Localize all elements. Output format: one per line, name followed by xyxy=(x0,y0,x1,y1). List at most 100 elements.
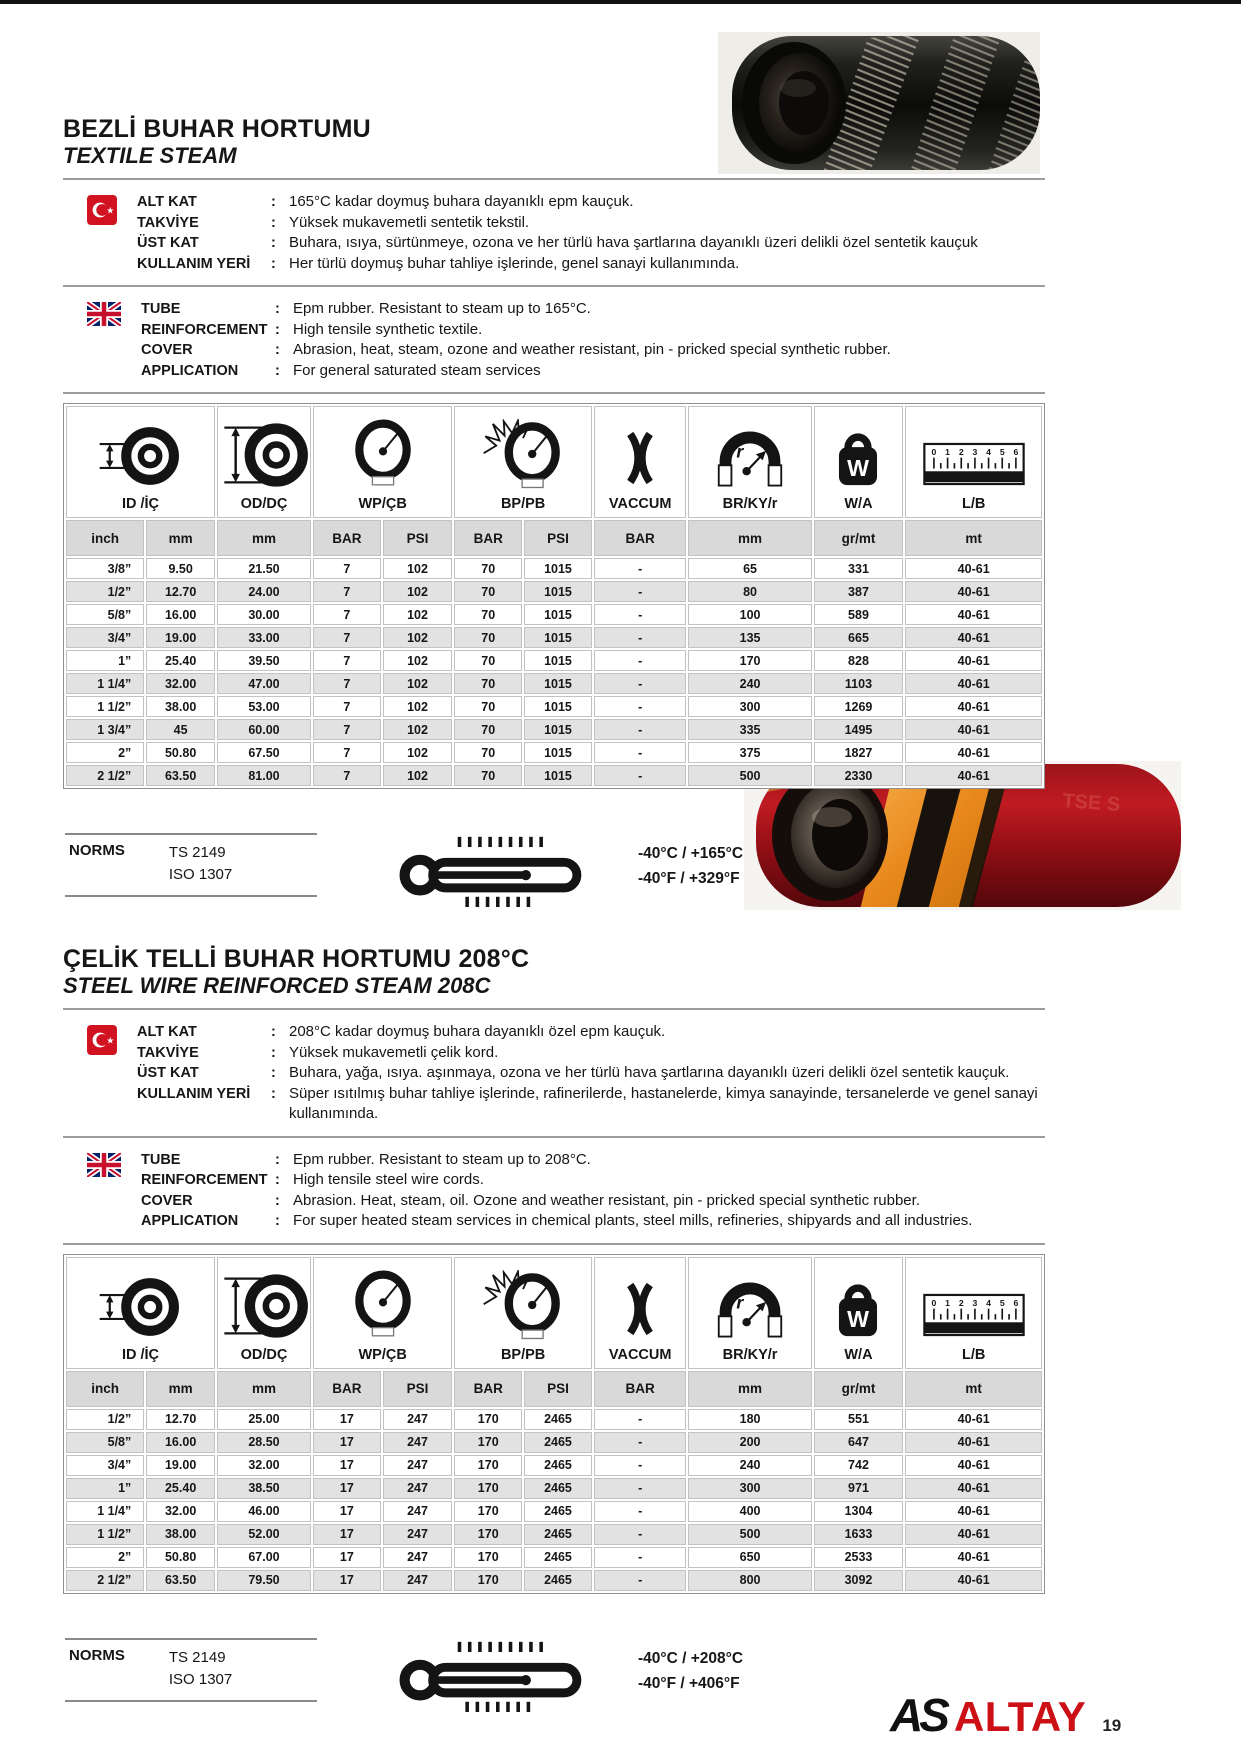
cell-vacuum: - xyxy=(593,719,687,740)
cell-vacuum: - xyxy=(593,558,687,579)
cell-inch: 3/4” xyxy=(66,627,145,648)
cell-bp-bar: 170 xyxy=(454,1523,523,1545)
spec-colon: : xyxy=(275,1151,280,1168)
spec-text: Yüksek mukavemetli sentetik tekstil. xyxy=(289,213,530,231)
cell-length: 40-61 xyxy=(905,1546,1042,1568)
cell-wp-psi: 247 xyxy=(382,1546,453,1568)
cell-bp-bar: 170 xyxy=(454,1431,523,1453)
unit-header: PSI xyxy=(382,1370,453,1407)
cell-bend-radius: 650 xyxy=(688,1546,812,1568)
cell-weight: 742 xyxy=(813,1454,904,1476)
column-group-label: BR/KY/r xyxy=(722,496,778,512)
unit-header: mm xyxy=(688,520,812,556)
cell-bend-radius: 170 xyxy=(688,650,812,671)
spec-colon: : xyxy=(271,1065,276,1081)
column-group-label: W/A xyxy=(844,496,873,512)
divider xyxy=(63,285,1045,287)
cell-weight: 387 xyxy=(813,581,904,602)
table-row: 5/8” 16.00 30.00 7 102 70 1015 - 100 589… xyxy=(66,604,1042,625)
bend-radius-icon xyxy=(712,423,788,489)
cell-od-mm: 30.00 xyxy=(216,604,311,625)
cell-vacuum: - xyxy=(593,604,687,625)
cell-vacuum: - xyxy=(593,1477,687,1499)
cell-bp-bar: 170 xyxy=(454,1500,523,1522)
cell-wp-psi: 247 xyxy=(382,1408,453,1430)
column-group-working-pressure: WP/ÇB xyxy=(312,406,453,518)
product-title-turkish: ÇELİK TELLİ BUHAR HORTUMU 208°C xyxy=(63,945,530,973)
cell-weight: 2330 xyxy=(813,765,904,786)
cell-bp-bar: 170 xyxy=(454,1408,523,1430)
cell-length: 40-61 xyxy=(905,696,1042,717)
cell-wp-bar: 17 xyxy=(312,1431,381,1453)
unit-header: gr/mt xyxy=(813,1370,904,1407)
spec-label: ALT KAT xyxy=(137,1024,197,1040)
bend-radius-icon xyxy=(712,1274,788,1340)
textile-steam-spec-table: ID /İÇ OD/DÇ WP/ÇB BP/PB VACCUM xyxy=(63,403,1045,789)
column-group-label: W/A xyxy=(844,1346,873,1363)
spec-row: APPLICATION : For super heated steam ser… xyxy=(141,1211,1045,1232)
cell-weight: 3092 xyxy=(813,1569,904,1591)
spec-colon: : xyxy=(271,194,276,210)
cell-weight: 1304 xyxy=(813,1500,904,1522)
spec-text: Epm rubber. Resistant to steam up to 165… xyxy=(293,300,591,317)
column-group-label: L/B xyxy=(961,1346,986,1363)
cell-length: 40-61 xyxy=(905,627,1042,648)
cell-wp-bar: 17 xyxy=(312,1454,381,1476)
unit-header: BAR xyxy=(312,1370,381,1407)
spec-label: REINFORCEMENT xyxy=(141,321,268,338)
column-group-bend-radius: BR/KY/r xyxy=(688,1256,812,1369)
cell-length: 40-61 xyxy=(905,673,1042,694)
unit-header: mm xyxy=(216,520,311,556)
cell-inch: 1” xyxy=(66,650,145,671)
cell-od-mm: 52.00 xyxy=(216,1523,311,1545)
cell-wp-psi: 102 xyxy=(382,581,453,602)
column-group-length: L/B xyxy=(905,406,1042,518)
cell-vacuum: - xyxy=(593,1546,687,1568)
unit-header: mm xyxy=(146,520,215,556)
spec-row: APPLICATION : For general saturated stea… xyxy=(141,361,1045,382)
table-row: 1 1/2” 38.00 52.00 17 247 170 2465 - 500… xyxy=(66,1523,1042,1545)
length-ruler-icon xyxy=(923,1290,1025,1340)
column-group-outer-diameter: OD/DÇ xyxy=(216,406,311,518)
divider xyxy=(63,178,1045,180)
cell-weight: 1103 xyxy=(813,673,904,694)
spec-block-turkish: ALT KAT : 165°C kadar doymuş buhara daya… xyxy=(63,189,1045,276)
spec-block-english: TUBE : Epm rubber. Resistant to steam up… xyxy=(63,296,1045,383)
cell-weight: 1269 xyxy=(813,696,904,717)
spec-row: TAKVİYE : Yüksek mukavemetli sentetik te… xyxy=(137,213,1045,234)
cell-inch: 1/2” xyxy=(66,1408,145,1430)
cell-bp-psi: 1015 xyxy=(524,696,592,717)
cell-bp-psi: 1015 xyxy=(524,765,592,786)
cell-vacuum: - xyxy=(593,581,687,602)
table-row: 2” 50.80 67.50 7 102 70 1015 - 375 1827 … xyxy=(66,742,1042,763)
vacuum-icon xyxy=(613,427,667,489)
product-title-english: STEEL WIRE REINFORCED STEAM 208C xyxy=(63,973,491,998)
spec-text: 165°C kadar doymuş buhara dayanıklı epm … xyxy=(289,193,634,210)
thermometer-icon xyxy=(389,1638,604,1712)
working-pressure-gauge-icon xyxy=(352,417,414,489)
cell-bend-radius: 240 xyxy=(688,673,812,694)
cell-vacuum: - xyxy=(593,627,687,648)
cell-od-mm: 33.00 xyxy=(216,627,311,648)
cell-wp-psi: 102 xyxy=(382,627,453,648)
cell-id-mm: 12.70 xyxy=(146,581,215,602)
cell-id-mm: 16.00 xyxy=(146,1431,215,1453)
page-number: 19 xyxy=(1102,1716,1122,1735)
cell-bp-psi: 1015 xyxy=(524,627,592,648)
cell-inch: 3/8” xyxy=(66,558,145,579)
steel-wire-steam-hose-photo: TSE S xyxy=(744,761,1181,910)
column-group-label: BP/PB xyxy=(500,1346,546,1363)
column-group-burst-pressure: BP/PB xyxy=(454,1256,592,1369)
unit-header: BAR xyxy=(454,1370,523,1407)
spec-label: COVER xyxy=(141,342,193,358)
table-row: 3/8” 9.50 21.50 7 102 70 1015 - 65 331 4… xyxy=(66,558,1042,579)
spec-label: ALT KAT xyxy=(137,194,197,210)
cell-weight: 551 xyxy=(813,1408,904,1430)
cell-bp-bar: 70 xyxy=(454,673,523,694)
norms-section: NORMS TS 2149 ISO 1307 -40°C / +165°C -4… xyxy=(63,833,1045,907)
length-ruler-icon xyxy=(923,439,1025,489)
cell-vacuum: - xyxy=(593,650,687,671)
spec-row: ALT KAT : 208°C kadar doymuş buhara daya… xyxy=(137,1022,1045,1043)
column-group-label: BR/KY/r xyxy=(722,1346,778,1363)
cell-od-mm: 21.50 xyxy=(216,558,311,579)
